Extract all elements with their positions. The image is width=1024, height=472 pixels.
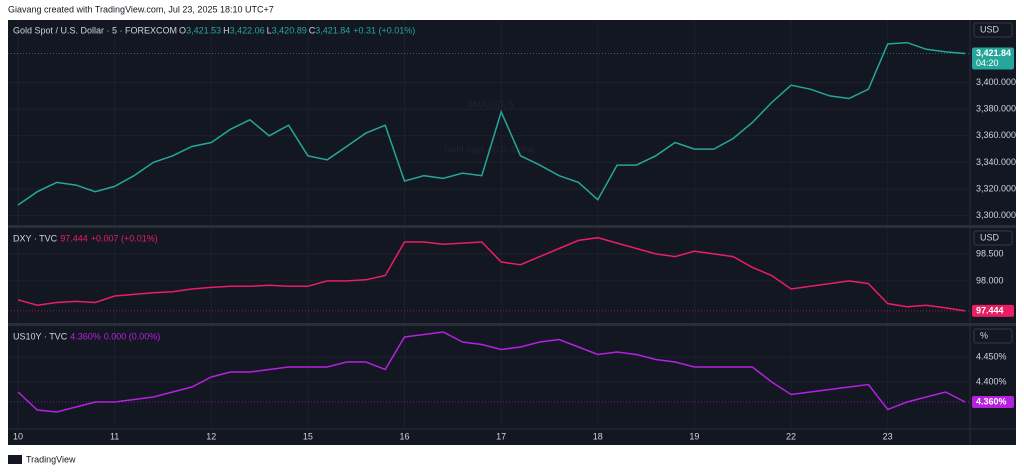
unit-label: % [980, 330, 988, 340]
unit-label: USD [980, 232, 1000, 242]
y-tick-label: 4.400% [976, 376, 1007, 386]
unit-label: USD [980, 24, 1000, 34]
legend-value: 4.360% [70, 331, 101, 341]
x-tick-label: 15 [303, 431, 313, 441]
price-badge [972, 396, 1014, 408]
legend-value: 3,421.53 [186, 25, 221, 35]
legend-value: 3,422.06 [230, 25, 265, 35]
unit-box [973, 22, 1013, 38]
price-line [17, 236, 966, 312]
x-tick-label: 22 [786, 431, 796, 441]
legend-change: 0.000 (0.00%) [104, 331, 161, 341]
legend-change: +0.007 (+0.01%) [91, 233, 158, 243]
x-tick-label: 18 [593, 431, 603, 441]
unit-box [973, 328, 1013, 344]
x-tick-label: 16 [400, 431, 410, 441]
y-tick-label: 3,300.000 [976, 210, 1016, 220]
price-line [17, 41, 966, 206]
price-badge-label: 97.444 [976, 305, 1004, 315]
y-tick-label: 3,400.000 [976, 77, 1016, 87]
x-tick-label: 23 [883, 431, 893, 441]
y-tick-label: 3,340.000 [976, 157, 1016, 167]
price-badge-label: 3,421.84 [976, 48, 1011, 58]
price-badge [972, 304, 1014, 317]
legend-key: C [309, 25, 316, 35]
x-tick-label: 12 [206, 431, 216, 441]
price-badge [972, 47, 1014, 70]
footer-logo: TradingView [8, 454, 76, 464]
chart-background [8, 20, 1016, 445]
logo-icon [8, 455, 22, 464]
watermark: XAUUSD, 5 [466, 99, 514, 109]
legend-value: 97.444 [60, 233, 88, 243]
pane: 3,300.000 3,320.000 3,340.000 3,360.000 3,38… [8, 20, 1016, 225]
x-tick-label: 10 [13, 431, 23, 441]
x-tick-label: 17 [496, 431, 506, 441]
pane: 4.400%4.450%4.360%US10Y · TVC 4.360% 0.000… [8, 326, 1014, 428]
y-tick-label: 3,380.000 [976, 104, 1016, 114]
footer-brand: TradingView [26, 454, 76, 464]
y-tick-label: 3,320.000 [976, 183, 1016, 193]
legend-change: +0.31 (+0.01%) [353, 25, 415, 35]
legend-key: L [267, 25, 272, 35]
legend-title: DXY · TVC [13, 233, 58, 243]
unit-box [973, 230, 1013, 246]
y-tick-label: 3,360.000 [976, 130, 1016, 140]
legend-title: US10Y · TVC [13, 331, 68, 341]
y-tick-label: 4.450% [976, 351, 1007, 361]
y-tick-label: 98.000 [976, 275, 1004, 285]
legend-key: H [223, 25, 230, 35]
legend-title: Gold Spot / U.S. Dollar · 5 · FOREXCOM [13, 25, 177, 35]
x-tick-label: 19 [689, 431, 699, 441]
header: Giavang created with TradingView.com, Ju… [8, 4, 274, 14]
price-line [17, 331, 966, 413]
legend-value: 3,420.89 [272, 25, 307, 35]
countdown: 04:20 [976, 58, 999, 68]
x-tick-label: 11 [110, 431, 119, 441]
y-tick-label: 98.500 [976, 248, 1004, 258]
legend-value: 3,421.84 [315, 25, 350, 35]
legend-key: O [179, 25, 186, 35]
price-badge-label: 4.360% [976, 396, 1007, 406]
